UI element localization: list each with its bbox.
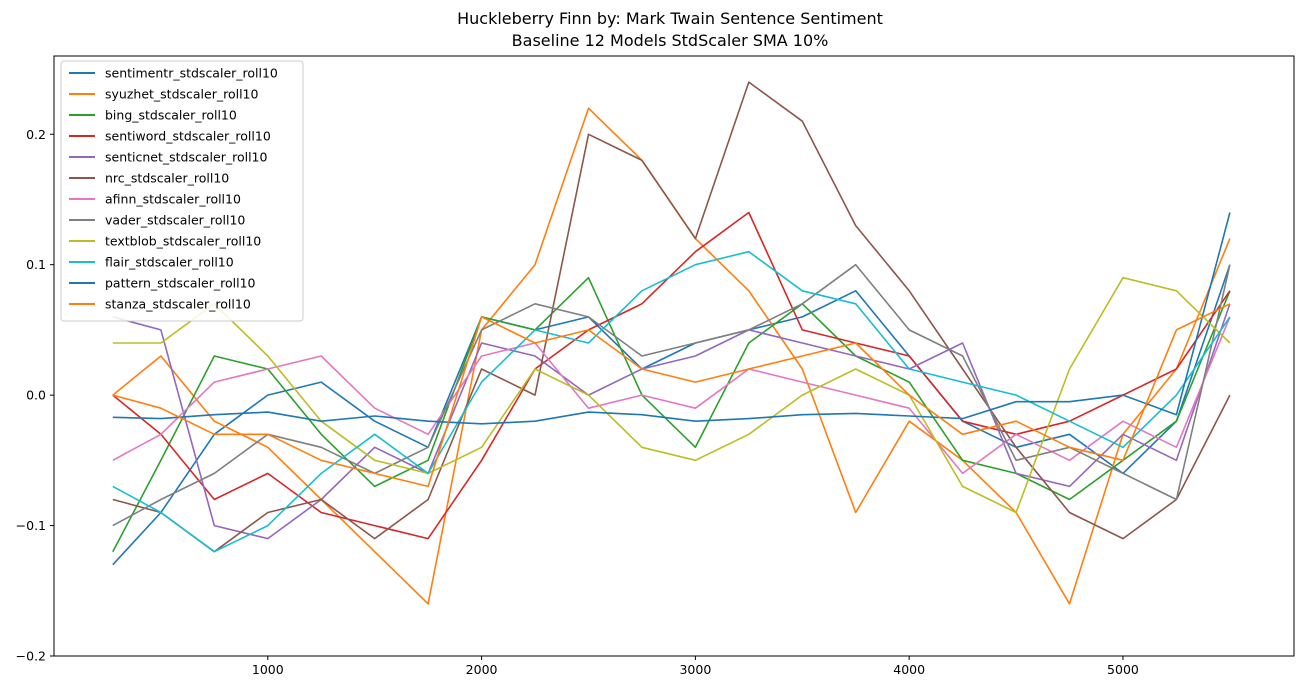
legend-box xyxy=(60,60,304,322)
y-tick-label: 0.1 xyxy=(26,257,46,272)
chart-subtitle: Baseline 12 Models StdScaler SMA 10% xyxy=(512,31,829,50)
x-tick-label: 2000 xyxy=(466,662,498,677)
series-line-6 xyxy=(112,316,1231,475)
series-line-8 xyxy=(112,276,1231,514)
series-line-10 xyxy=(112,212,1231,425)
legend-label: bing_stdscaler_roll10 xyxy=(105,108,237,123)
x-tick-label: 4000 xyxy=(893,662,925,677)
series-line-9 xyxy=(112,250,1231,553)
legend-label: syuzhet_stdscaler_roll10 xyxy=(105,87,259,102)
x-axis: 1000 2000 3000 4000 5000 xyxy=(252,656,1139,677)
y-tick-label: −0.2 xyxy=(16,649,46,664)
plot-frame xyxy=(53,55,1295,657)
legend: sentimentr_stdscaler_roll10 syuzhet_stdsc… xyxy=(60,60,304,322)
legend-label: sentimentr_stdscaler_roll10 xyxy=(105,66,278,81)
legend-label: stanza_stdscaler_roll10 xyxy=(105,297,251,312)
chart-title: Huckleberry Finn by: Mark Twain Sentence… xyxy=(457,9,883,28)
legend-label: nrc_stdscaler_roll10 xyxy=(105,171,229,186)
legend-label: pattern_stdscaler_roll10 xyxy=(105,276,256,291)
plot-lines xyxy=(112,81,1231,605)
y-tick-label: 0.0 xyxy=(26,388,46,403)
legend-label: sentiword_stdscaler_roll10 xyxy=(105,129,271,144)
x-tick-label: 3000 xyxy=(679,662,711,677)
series-line-11 xyxy=(112,303,1231,488)
y-tick-label: −0.1 xyxy=(16,518,46,533)
legend-label: textblob_stdscaler_roll10 xyxy=(105,234,261,249)
x-tick-label: 5000 xyxy=(1107,662,1139,677)
series-line-7 xyxy=(112,263,1231,527)
series-line-5 xyxy=(112,81,1231,553)
legend-label: senticnet_stdscaler_roll10 xyxy=(105,150,267,165)
legend-label: flair_stdscaler_roll10 xyxy=(105,255,234,270)
y-axis: −0.2 −0.1 0.0 0.1 0.2 xyxy=(16,127,54,664)
legend-label: vader_stdscaler_roll10 xyxy=(105,213,245,228)
series-line-2 xyxy=(112,276,1231,553)
legend-label: afinn_stdscaler_roll10 xyxy=(105,192,241,207)
x-tick-label: 1000 xyxy=(252,662,284,677)
y-tick-label: 0.2 xyxy=(26,127,46,142)
